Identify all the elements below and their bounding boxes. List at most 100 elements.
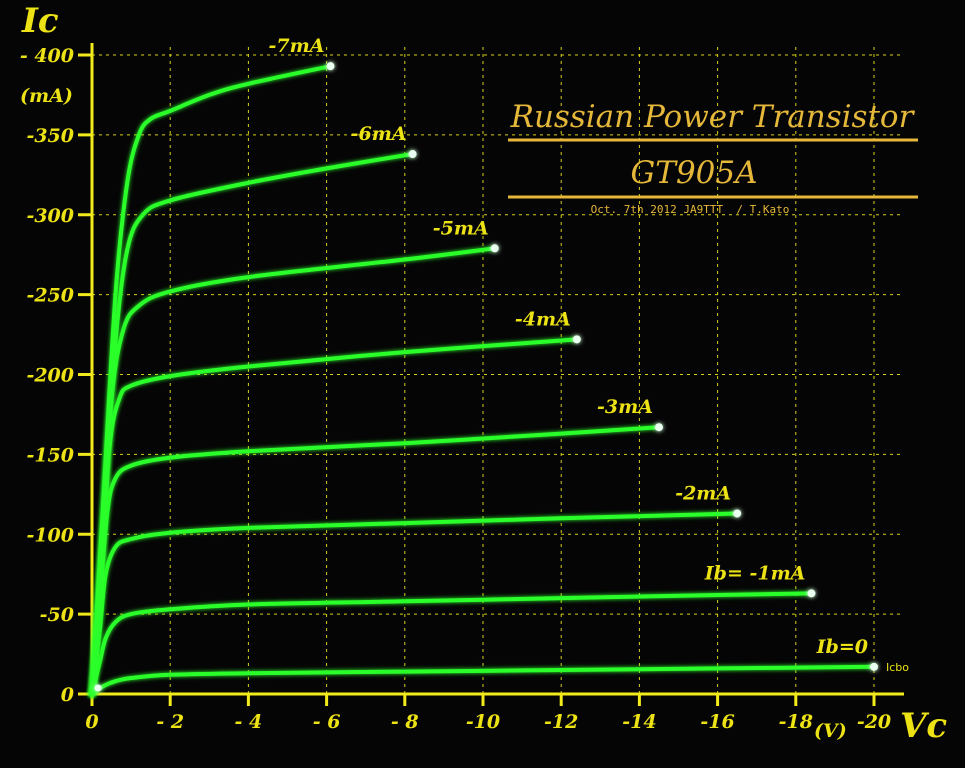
x-tick-label-3: - 6: [313, 711, 341, 733]
curve-4-point-4: [130, 385, 132, 387]
curve-2-point-7: [404, 522, 406, 524]
curve-7-point-2: [114, 294, 116, 296]
curve-3-point-5: [169, 457, 171, 459]
y-tick-label-2: -100: [26, 524, 74, 546]
curve-5-point-6: [247, 276, 249, 278]
curve-label-1: Ib= -1mA: [704, 562, 806, 584]
curve-7-point-6: [169, 110, 171, 112]
curve-0-point-1: [103, 685, 105, 687]
curve-2: [90, 511, 740, 696]
curve-1-point-7: [404, 600, 406, 602]
curve-2-point-4: [130, 538, 132, 540]
curve-7-point-5: [150, 118, 152, 120]
x-tick-labels: 0 - 2 - 4 - 6 - 8 -10 -12 -14 -16 -18 -20: [85, 711, 891, 733]
curve-5-point-3: [122, 329, 124, 331]
curve-label-4: -4mA: [515, 308, 571, 330]
x-tick-label-7: -14: [622, 711, 656, 733]
y-tick-label-7: -350: [26, 125, 74, 147]
curve-6-point-6: [247, 182, 249, 184]
curve-4: [90, 337, 579, 696]
chart-subtitle: GT905A: [631, 155, 758, 191]
curve-2-point-2: [105, 573, 107, 575]
x-axis-name: Vc: [900, 706, 947, 746]
curve-label-3: -3mA: [597, 396, 653, 418]
curve-1-point-2: [105, 637, 107, 639]
curve-6-point-5: [169, 199, 171, 201]
curve-3-point-7: [404, 442, 406, 444]
curve-6-point-4: [142, 214, 144, 216]
y-tick-label-4: -200: [26, 365, 74, 387]
curve-1-point-5: [169, 608, 171, 610]
curve-7-point-3: [126, 182, 128, 184]
curve-5: [90, 246, 497, 696]
grid: [92, 47, 904, 694]
x-tick-label-0: 0: [85, 711, 98, 733]
curve-2-end-dot: [733, 509, 742, 518]
curve-2-point-5: [169, 532, 171, 534]
y-axis-unit: (mA): [20, 85, 73, 107]
curve-0-point-2: [114, 680, 116, 682]
curve-0: [90, 664, 876, 696]
y-tick-label-0: 0: [61, 684, 74, 706]
curve-1: [90, 591, 814, 696]
curve-label-7: -7mA: [269, 35, 325, 57]
y-tick-label-5: -250: [26, 285, 74, 307]
x-tick-label-5: -10: [466, 711, 500, 733]
curve-3-point-4: [130, 465, 132, 467]
chart-title: Russian Power Transistor: [510, 99, 916, 135]
curve-6-point-7: [326, 167, 328, 169]
curve-0-end-dot: [870, 662, 878, 671]
icbo-annotation: Icbo: [886, 661, 909, 674]
curve-1-point-1: [99, 661, 101, 663]
curve-0-point-6: [404, 671, 406, 673]
curve-3: [90, 425, 661, 696]
axes: [78, 43, 904, 706]
x-tick-label-10: -20: [857, 711, 891, 733]
curve-4-point-3: [118, 397, 120, 399]
curve-2-point-8: [560, 517, 562, 519]
curve-1-point-3: [114, 621, 116, 623]
x-tick-label-8: -16: [700, 711, 734, 733]
curve-4-end-dot: [572, 335, 581, 344]
curve-4-point-5: [169, 375, 171, 377]
curve-3-point-6: [247, 450, 249, 452]
curve-label-6: -6mA: [351, 123, 407, 145]
curve-5-point-7: [404, 258, 406, 260]
curve-0-point-3: [130, 677, 132, 679]
curve-series: [90, 62, 878, 696]
title-block: Russian Power Transistor GT905A Oct. 7th…: [508, 99, 918, 216]
curve-7-point-0: [91, 693, 93, 695]
x-tick-label-6: -12: [544, 711, 578, 733]
curve-6-point-2: [114, 342, 116, 344]
curve-1-point-6: [247, 604, 249, 606]
curve-label-0: Ib=0: [816, 636, 868, 658]
curve-2-point-3: [114, 546, 116, 548]
curve-1-end-dot: [807, 589, 816, 598]
x-tick-label-2: - 4: [235, 711, 263, 733]
y-axis-name: Ic: [21, 1, 59, 41]
curve-5-end-dot: [490, 244, 499, 253]
chart-credit: Oct. 7th 2012 JA9TTT / T.Kato: [591, 203, 790, 216]
x-tick-label-4: - 8: [391, 711, 419, 733]
curve-labels: Ib=0 Ib= -1mA -2mA -3mA -4mA -5mA -6mA -7mA: [269, 35, 868, 658]
y-tick-label-3: -150: [26, 444, 74, 466]
curve-label-2: -2mA: [675, 482, 731, 504]
origin-dot: [94, 684, 102, 692]
curve-7-point-4: [138, 134, 140, 136]
curve-label-5: -5mA: [433, 217, 489, 239]
curve-7-point-7: [208, 94, 210, 96]
curve-3-end-dot: [654, 423, 663, 432]
curve-0-point-8: [717, 667, 719, 669]
curve-7-point-8: [247, 83, 249, 85]
y-tick-label-1: -50: [40, 604, 74, 626]
x-axis-unit: (V): [814, 720, 847, 742]
curve-2-point-6: [247, 527, 249, 529]
y-tick-label-8: - 400: [20, 45, 74, 67]
curve-0-point-5: [247, 672, 249, 674]
curve-0-point-4: [169, 674, 171, 676]
y-tick-labels: 0 -50 -100 -150 -200 -250 -300 -350 - 400: [20, 45, 74, 706]
curve-0-point-7: [560, 669, 562, 671]
curve-5-point-5: [169, 290, 171, 292]
